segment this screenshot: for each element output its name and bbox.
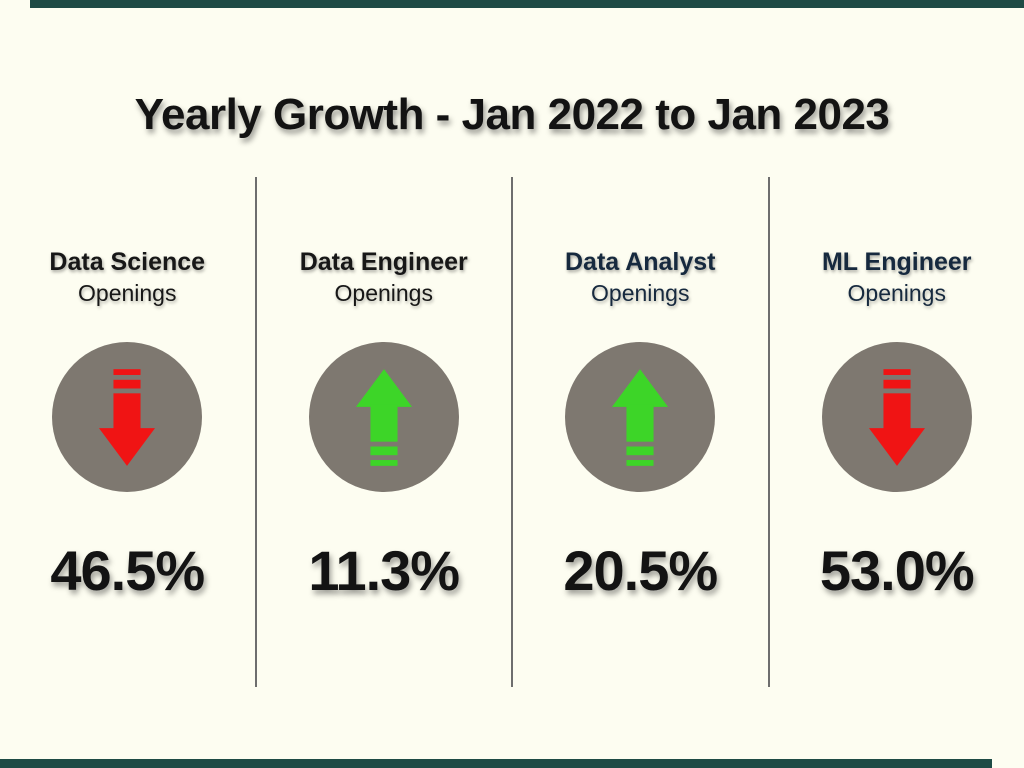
striped-down-arrow-icon [99, 368, 156, 466]
trend-circle [52, 342, 203, 493]
trend-circle [821, 342, 972, 493]
role-label: Data Analyst [564, 248, 716, 276]
kpi-column-data-analyst: Data Analyst Openings 20.5% [511, 177, 768, 687]
striped-up-arrow-icon [612, 368, 669, 466]
growth-value: 20.5% [563, 539, 718, 603]
openings-label: Openings [847, 280, 946, 307]
openings-label: Openings [591, 280, 690, 307]
kpi-column-data-engineer: Data Engineer Openings 11.3% [254, 177, 512, 687]
bottom-accent-bar [0, 759, 992, 768]
growth-value: 11.3% [308, 539, 460, 603]
kpi-column-ml-engineer: ML Engineer Openings 53.0% [767, 177, 1024, 687]
role-label: ML Engineer [821, 248, 972, 276]
role-label: Data Science [49, 248, 206, 276]
role-label: Data Engineer [299, 248, 468, 276]
striped-down-arrow-icon [868, 368, 925, 466]
striped-up-arrow-icon [355, 368, 412, 466]
growth-value: 53.0% [819, 539, 975, 603]
trend-circle [308, 342, 459, 493]
growth-value: 46.5% [50, 539, 205, 603]
kpi-columns: Data Science Openings 46.5% Da [0, 177, 1024, 687]
openings-label: Openings [334, 280, 433, 307]
openings-label: Openings [78, 280, 177, 307]
trend-circle [565, 342, 716, 493]
top-accent-bar [30, 0, 1024, 8]
kpi-column-data-science: Data Science Openings 46.5% [0, 177, 255, 687]
page-title: Yearly Growth - Jan 2022 to Jan 2023 [134, 90, 890, 139]
